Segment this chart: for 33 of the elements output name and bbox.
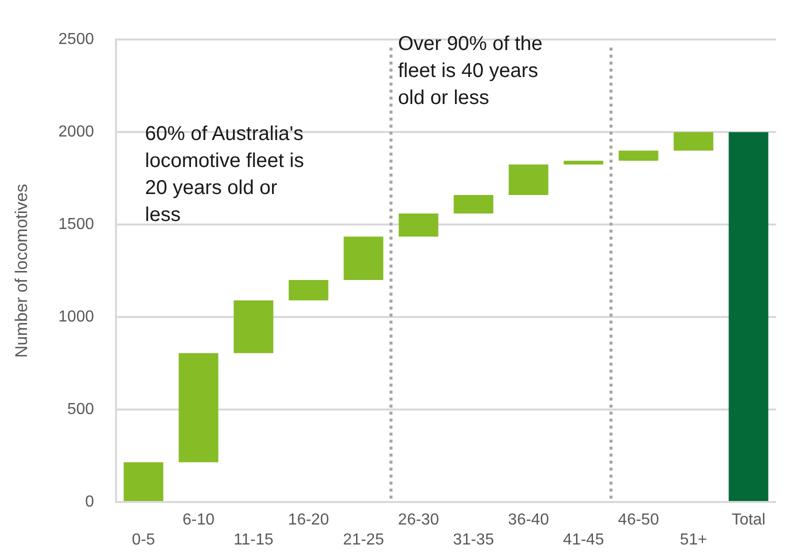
y-tick-label: 1000 <box>58 308 94 326</box>
x-tick-label: 36-40 <box>508 511 550 528</box>
x-tick-label: 16-20 <box>288 511 330 528</box>
bar <box>674 132 714 151</box>
bar <box>564 160 604 164</box>
bar <box>398 213 438 237</box>
annotation: Over 90% of the fleet is 40 years old or less <box>398 32 544 111</box>
y-axis-title: Number of locomotives <box>12 184 31 358</box>
x-tick-label: 26-30 <box>398 511 440 528</box>
x-tick-label: 6-10 <box>182 511 215 528</box>
x-tick-label: 46-50 <box>618 511 660 528</box>
y-tick-label: 0 <box>85 493 94 510</box>
x-tick-label: Total <box>732 511 766 528</box>
bar <box>178 353 218 462</box>
x-tick-label: 31-35 <box>453 531 494 548</box>
y-tick-label: 2500 <box>58 31 94 48</box>
bar <box>288 280 328 300</box>
y-tick-label: 1500 <box>58 216 94 233</box>
x-tick-label: 51+ <box>680 531 708 548</box>
bar <box>508 164 548 195</box>
bar <box>124 462 164 501</box>
bar <box>618 150 658 161</box>
y-tick-label: 2000 <box>58 123 94 140</box>
annotation: 60% of Australia's locomotive fleet is 20 years old or less <box>145 122 305 228</box>
x-tick-label: 0-5 <box>132 531 156 548</box>
bar <box>728 132 768 501</box>
x-tick-label: 11-15 <box>234 531 274 548</box>
bar <box>344 236 384 280</box>
bar <box>234 300 274 354</box>
x-tick-label: 41-45 <box>563 531 604 548</box>
x-tick-label: 21-25 <box>343 531 384 548</box>
bar <box>454 194 494 214</box>
y-tick-label: 500 <box>67 400 94 418</box>
